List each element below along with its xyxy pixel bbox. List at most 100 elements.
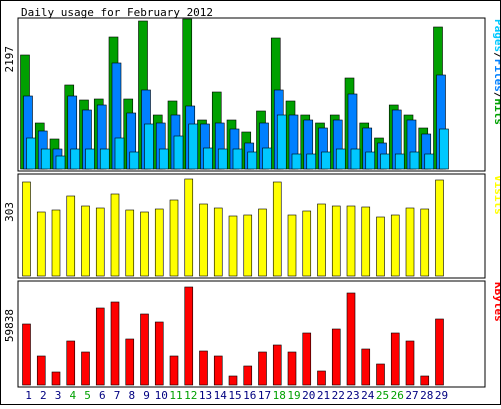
bar-kbytes-6 — [95, 307, 105, 386]
legend-hits: Hits — [492, 99, 500, 126]
bar-visits-16 — [243, 214, 253, 277]
bar-kbytes-15 — [228, 375, 238, 386]
day-label-13: 13 — [199, 389, 212, 402]
bar-pages-5 — [85, 148, 95, 170]
bar-pages-13 — [203, 147, 213, 170]
bar-kbytes-17 — [258, 351, 267, 386]
day-label-29: 29 — [435, 389, 448, 402]
legend: Pages/Files/Hits — [492, 19, 500, 125]
bar-pages-27 — [409, 151, 420, 170]
bar-kbytes-7 — [110, 301, 120, 386]
bar-kbytes-26 — [390, 332, 400, 386]
bar-visits-6 — [95, 207, 105, 277]
day-label-25: 25 — [376, 389, 389, 402]
bar-kbytes-23 — [346, 292, 356, 386]
bar-visits-27 — [405, 207, 415, 277]
bar-kbytes-5 — [81, 351, 90, 386]
day-label-1: 1 — [25, 389, 32, 402]
bar-pages-21 — [321, 151, 331, 170]
legend-kbytes: KBytes — [492, 282, 500, 322]
bar-pages-19 — [291, 153, 302, 170]
bar-visits-25 — [376, 216, 385, 277]
bar-pages-28 — [424, 153, 435, 170]
bar-kbytes-4 — [66, 340, 76, 386]
bar-visits-2 — [36, 211, 46, 277]
bar-visits-5 — [81, 205, 90, 277]
bar-kbytes-1 — [22, 323, 31, 386]
bar-kbytes-25 — [376, 363, 385, 386]
bar-visits-26 — [390, 214, 400, 277]
bar-pages-4 — [70, 148, 81, 170]
day-label-5: 5 — [84, 389, 91, 402]
bar-visits-19 — [287, 214, 297, 277]
bar-visits-11 — [169, 199, 179, 277]
day-label-11: 11 — [169, 389, 182, 402]
panel-3: 59838 KBytes — [3, 280, 501, 388]
bar-kbytes-20 — [302, 332, 312, 386]
max-value-label: 2197 — [3, 46, 16, 73]
bar-visits-21 — [317, 203, 326, 277]
bar-visits-8 — [125, 209, 135, 277]
bar-visits-17 — [258, 208, 267, 277]
bar-visits-1 — [22, 181, 31, 277]
max-value-label: 59838 — [3, 309, 16, 342]
bar-visits-3 — [51, 209, 61, 277]
bar-pages-3 — [55, 155, 66, 170]
bar-visits-24 — [361, 206, 371, 277]
day-label-6: 6 — [99, 389, 106, 402]
day-label-26: 26 — [391, 389, 404, 402]
bar-pages-17 — [262, 147, 272, 170]
bar-pages-29 — [439, 128, 449, 170]
legend-files: Files — [492, 59, 500, 92]
bar-pages-2 — [40, 148, 51, 170]
bar-kbytes-18 — [272, 344, 282, 386]
bar-visits-14 — [213, 207, 223, 277]
day-label-9: 9 — [143, 389, 150, 402]
bar-visits-18 — [272, 181, 282, 277]
bar-pages-26 — [394, 153, 405, 170]
bar-pages-10 — [158, 148, 169, 170]
bar-kbytes-24 — [361, 348, 371, 386]
bar-pages-7 — [114, 137, 125, 170]
bar-visits-12 — [184, 178, 194, 277]
bar-visits-28 — [420, 208, 430, 277]
bar-pages-1 — [26, 137, 36, 170]
bar-visits-7 — [110, 193, 120, 277]
chart-title: Daily usage for February 2012 — [21, 6, 213, 19]
day-label-3: 3 — [55, 389, 62, 402]
bar-kbytes-27 — [405, 340, 415, 386]
bar-kbytes-9 — [140, 313, 149, 386]
legend: Visits — [492, 175, 500, 215]
bar-pages-14 — [217, 148, 228, 170]
bar-visits-29 — [435, 179, 444, 277]
bar-kbytes-10 — [154, 321, 164, 386]
bar-pages-23 — [350, 148, 361, 170]
bar-pages-22 — [335, 148, 346, 170]
bar-kbytes-13 — [199, 350, 208, 386]
bar-visits-20 — [302, 210, 312, 277]
bar-visits-4 — [66, 195, 76, 277]
day-label-7: 7 — [114, 389, 121, 402]
bar-kbytes-28 — [420, 375, 430, 386]
legend-visits: Visits — [492, 175, 500, 215]
day-label-8: 8 — [128, 389, 135, 402]
bar-pages-8 — [129, 151, 140, 170]
day-label-4: 4 — [69, 389, 76, 402]
day-label-23: 23 — [346, 389, 359, 402]
day-label-28: 28 — [420, 389, 433, 402]
bar-pages-12 — [188, 123, 199, 170]
day-label-14: 14 — [214, 389, 228, 402]
bar-kbytes-3 — [51, 371, 61, 386]
bar-pages-16 — [247, 151, 258, 170]
bar-kbytes-11 — [169, 355, 179, 386]
bar-kbytes-2 — [36, 355, 46, 386]
bar-visits-9 — [140, 211, 149, 277]
legend-separator: / — [492, 52, 500, 59]
bar-kbytes-16 — [243, 365, 253, 386]
bar-pages-24 — [365, 151, 376, 170]
bar-pages-25 — [380, 153, 390, 170]
day-label-20: 20 — [302, 389, 315, 402]
bar-pages-18 — [276, 114, 287, 170]
